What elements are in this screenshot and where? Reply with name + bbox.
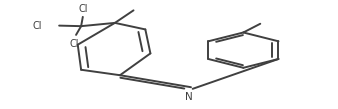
Text: Cl: Cl [70,39,79,49]
Text: Cl: Cl [33,21,42,31]
Text: N: N [186,92,193,102]
Text: Cl: Cl [78,4,88,14]
